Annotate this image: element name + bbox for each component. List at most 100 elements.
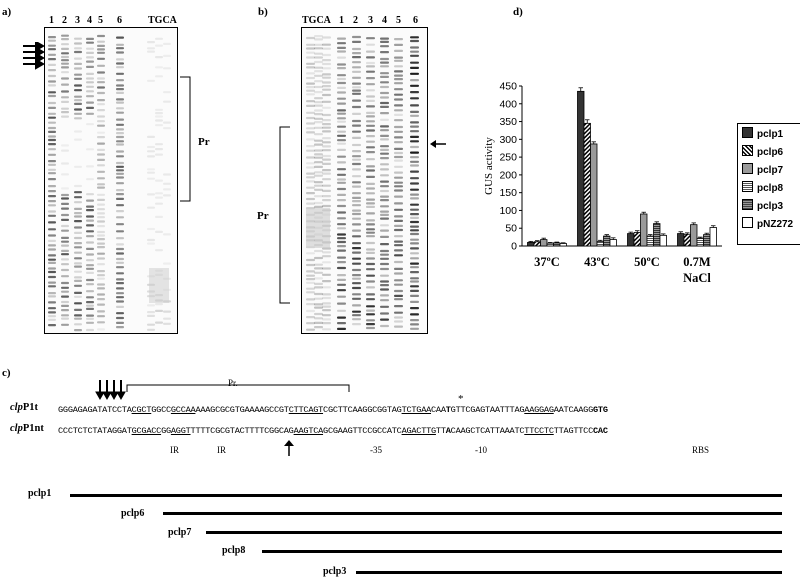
sequence-segment: AAAGCGCGTGAAAAGCCGT <box>195 405 289 415</box>
gel-band <box>74 314 82 317</box>
gel-band <box>306 162 315 165</box>
gel-band <box>337 249 346 252</box>
gel-band <box>147 206 155 209</box>
gel-band <box>322 145 331 148</box>
gel-band <box>147 227 155 231</box>
gel-band <box>314 195 323 198</box>
gel-band <box>86 72 94 75</box>
bar <box>646 235 654 247</box>
gel-band <box>352 119 361 123</box>
gel-band <box>314 35 323 38</box>
y-tick-label: 450 <box>499 81 517 93</box>
gel-band <box>352 136 361 139</box>
sequence-segment: CAAGCTCATTAAATC <box>450 426 525 436</box>
gel-band <box>322 100 331 103</box>
gel-band <box>322 328 331 331</box>
gel-band <box>314 282 323 285</box>
bar <box>553 242 561 247</box>
gel-image-a <box>44 27 178 334</box>
gel-band <box>337 91 346 94</box>
gel-band <box>314 149 323 152</box>
gel-band <box>97 51 105 54</box>
gel-band <box>410 135 419 138</box>
gel-band <box>314 267 323 270</box>
gel-band <box>352 61 361 64</box>
gel-band <box>410 216 419 219</box>
gel-band <box>306 104 315 107</box>
gel-band <box>116 247 124 251</box>
lane-label: 2 <box>353 15 358 26</box>
gel-band <box>48 275 56 279</box>
gel-band <box>380 65 389 68</box>
panel-c-label: c) <box>2 367 11 379</box>
arrow-c <box>284 440 294 456</box>
gel-band <box>306 166 315 169</box>
gel-band <box>337 178 346 181</box>
gel-band <box>74 57 82 60</box>
chart-legend: pclp1 pclp6 pclp7 pclp8 pclp3 pNZ272 <box>737 123 800 245</box>
gel-band <box>155 179 163 182</box>
gel-band <box>366 228 375 231</box>
gel-band <box>61 213 69 217</box>
gel-band <box>410 130 419 133</box>
gel-band <box>352 168 361 171</box>
gel-band <box>86 259 94 262</box>
gel-smear <box>306 208 330 248</box>
gel-band <box>86 112 94 115</box>
bar <box>640 213 648 247</box>
gel-band <box>155 215 163 218</box>
gel-band <box>116 282 124 285</box>
gel-band <box>97 263 105 266</box>
legend-swatch <box>742 199 753 210</box>
gel-band <box>163 182 171 185</box>
gel-band <box>366 37 375 40</box>
gel-band <box>394 70 403 73</box>
gel-band <box>97 277 105 280</box>
gel-band <box>366 268 375 271</box>
gel-band <box>61 300 69 304</box>
gel-band <box>322 172 331 175</box>
gel-band <box>163 42 171 45</box>
gel-band <box>48 168 56 171</box>
gel-band <box>366 70 375 73</box>
gel-band <box>116 140 124 143</box>
gel-band <box>306 93 315 96</box>
gel-band <box>366 223 375 226</box>
gel-band <box>410 188 419 191</box>
gel-band <box>74 84 82 87</box>
seq2-name: clpP1nt <box>10 423 44 434</box>
gel-band <box>352 158 361 161</box>
gel-band <box>352 251 361 254</box>
gel-band <box>48 311 56 314</box>
gel-band <box>352 323 361 326</box>
gel-band <box>147 323 155 326</box>
gel-band <box>97 208 105 211</box>
gel-band <box>380 274 389 277</box>
gel-band <box>322 93 331 97</box>
gel-band <box>394 155 403 159</box>
gel-band <box>394 305 403 308</box>
gel-band <box>380 199 389 202</box>
gel-band <box>380 163 389 166</box>
gel-band <box>352 293 361 296</box>
gel-band <box>306 263 315 267</box>
gel-band <box>116 172 124 175</box>
gel-band <box>147 328 155 331</box>
gel-band <box>322 130 331 133</box>
gel-band <box>116 272 124 275</box>
gel-band <box>352 229 361 232</box>
gel-band <box>61 83 69 86</box>
sequence-segment: AATCAAGG <box>553 405 594 415</box>
gel-band <box>394 141 403 144</box>
gel-band <box>394 151 403 155</box>
sequence-highlight: A <box>445 426 451 436</box>
gel-band <box>155 309 163 312</box>
gel-band <box>410 307 419 310</box>
y-tick-label: 250 <box>499 152 517 164</box>
gel-band <box>352 35 361 39</box>
gel-band <box>322 293 331 296</box>
bar <box>590 143 598 247</box>
gel-band <box>410 280 419 283</box>
gel-band <box>314 188 323 191</box>
gel-band <box>306 145 315 148</box>
